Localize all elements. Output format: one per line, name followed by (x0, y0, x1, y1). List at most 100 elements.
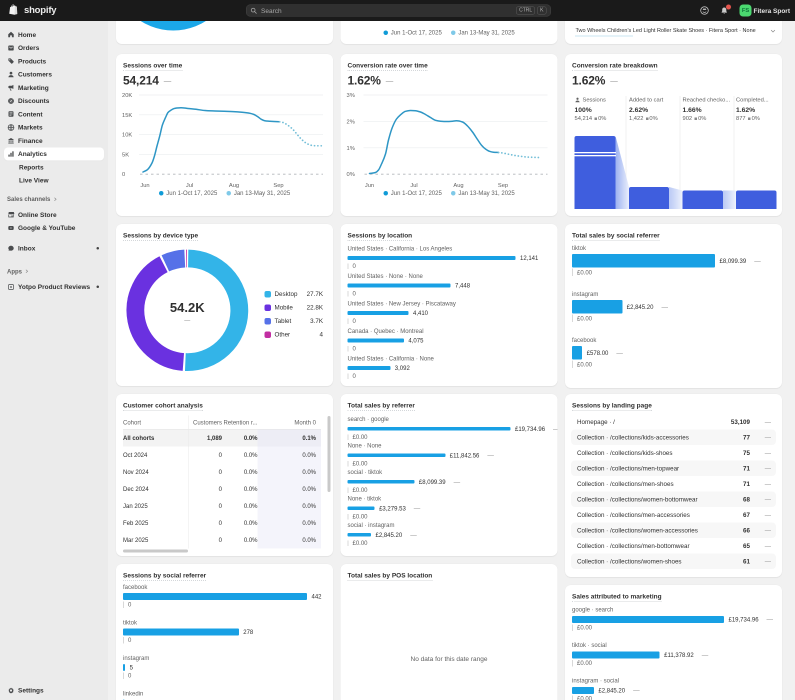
card-title[interactable]: Conversion rate breakdown (572, 61, 658, 71)
sidebar-item-reports[interactable]: Reports (4, 161, 104, 174)
sidebar-item-inbox[interactable]: Inbox (4, 242, 104, 255)
sidebar-section-apps[interactable]: Apps (4, 265, 104, 277)
notifications-button[interactable] (720, 3, 732, 15)
metric-value: 1.62% (347, 74, 381, 88)
svg-text:20K: 20K (122, 93, 132, 99)
card-title[interactable]: Total sales by POS location (347, 571, 433, 581)
vertical-scrollbar[interactable] (327, 416, 331, 492)
bar-group-facebook: facebook £578.00 — £0.00 (572, 336, 623, 368)
landing-row[interactable]: Collection · /collections/kids-shoes 75— (577, 449, 771, 457)
cohort-row[interactable]: Oct 2024 0 0.0% 0.0% (123, 446, 321, 464)
topbar-actions: FS Fitera Sport (700, 0, 790, 21)
sidebar-section-sales-channels[interactable]: Sales channels (4, 193, 104, 205)
card-title[interactable]: Customer cohort analysis (123, 401, 203, 411)
shopify-logo[interactable]: shopify (8, 0, 57, 21)
landing-row[interactable]: Collection · /collections/men-topwear 71— (571, 460, 776, 476)
store-menu[interactable]: FS Fitera Sport (739, 4, 790, 17)
landing-row[interactable]: Collection · /collections/men-shoes 71— (577, 480, 771, 488)
card-title[interactable]: Total sales by referrer (347, 401, 415, 411)
card-title[interactable]: Sessions by device type (123, 231, 199, 241)
card-title[interactable]: Sales attributed to marketing (572, 592, 662, 602)
gear-icon (7, 686, 15, 694)
landing-row[interactable]: Collection · /collections/women-bottomwe… (571, 491, 776, 507)
bar-group-social-tiktok: social · tiktok £8,099.39 — £0.00 (347, 468, 461, 494)
cohort-row[interactable]: Mar 2025 0 0.0% 0.0% (123, 531, 321, 549)
landing-row[interactable]: Collection · /collections/men-bottomwear… (577, 542, 771, 550)
card-conversion-breakdown: Conversion rate breakdown 1.62% — Session… (565, 54, 782, 216)
sidebar-item-customers[interactable]: Customers (4, 68, 104, 81)
bar-group-facebook: facebook 442 0 (123, 583, 322, 608)
admin-help-button[interactable] (700, 6, 709, 15)
sidebar-item-finance[interactable]: Finance (4, 134, 104, 147)
card-marketing-sales: Sales attributed to marketing google · s… (565, 585, 782, 700)
section-label: Sales channels (7, 195, 51, 203)
sidebar-item-home[interactable]: Home (4, 28, 104, 41)
legend-label-previous: Jan 13-May 31, 2025 (458, 29, 515, 36)
sidebar-item-discounts[interactable]: Discounts (4, 94, 104, 107)
cohort-row[interactable]: Dec 2024 0 0.0% 0.0% (123, 480, 321, 498)
bar-group-canada-quebec-montreal: Canada · Quebec · Montreal 4,075 0 (347, 327, 424, 352)
card-title[interactable]: Sessions over time (123, 61, 183, 71)
svg-text:Jul: Jul (410, 183, 417, 189)
sidebar-item-yotpo-product-reviews[interactable]: Yotpo Product Reviews (4, 280, 104, 293)
bar-group-united-states-none-none: United States · None · None 7,448 0 (347, 272, 471, 297)
metric-value: 54,214 (123, 74, 159, 88)
svg-text:10K: 10K (122, 133, 132, 139)
bar-group-united-states-california-los-angeles: United States · California · Los Angeles… (347, 245, 539, 270)
sidebar-item-content[interactable]: Content (4, 108, 104, 121)
legend-dot-current (383, 30, 388, 35)
home-icon (8, 31, 14, 38)
sidebar-item-label: Markets (18, 123, 43, 132)
cohort-row[interactable]: Jan 2025 0 0.0% 0.0% (123, 497, 321, 515)
card-title[interactable]: Sessions by landing page (572, 401, 652, 411)
card-title[interactable]: Total sales by social referrer (572, 231, 660, 241)
landing-row[interactable]: Collection · /collections/women-accessor… (571, 522, 776, 538)
chevron-right-icon (54, 197, 57, 201)
horizontal-scrollbar[interactable] (123, 549, 188, 553)
card-social-sales: Total sales by social referrer tiktok £8… (565, 224, 782, 388)
sidebar-item-label: Products (18, 57, 47, 65)
landing-row[interactable]: Collection · /collections/women-shoes 61— (571, 553, 776, 569)
sidebar-item-settings[interactable]: Settings (4, 684, 104, 697)
funnel-step: Added to cart 2.62% 1,422 0% (629, 97, 664, 122)
sidebar-item-marketing[interactable]: Marketing (4, 81, 104, 94)
landing-row[interactable]: Collection · /collections/men-accessorie… (577, 511, 771, 519)
sidebar-item-orders[interactable]: Orders (4, 41, 104, 54)
sidebar-item-google-youtube[interactable]: Google & YouTube (4, 221, 104, 234)
bar-group-united-states-new-jersey-piscataway: United States · New Jersey · Piscataway … (347, 300, 456, 325)
sidebar-item-label: Live View (19, 176, 49, 185)
card-title[interactable]: Sessions by social referrer (123, 571, 207, 581)
app-icon (8, 284, 14, 290)
notification-dot (96, 285, 99, 289)
cohort-row[interactable]: Nov 2024 0 0.0% 0.0% (123, 463, 321, 481)
donut-center-value: 54.2K (169, 300, 205, 315)
card-title[interactable]: Sessions by location (347, 231, 413, 241)
landing-row[interactable]: Homepage · /53,109— (577, 418, 771, 426)
analytics-icon (8, 151, 14, 157)
sidebar-item-analytics[interactable]: Analytics (4, 147, 104, 161)
sidebar-item-label: Finance (18, 136, 43, 145)
notification-badge (725, 3, 732, 10)
card-title[interactable]: Conversion rate over time (347, 61, 428, 71)
sidebar-item-live-view[interactable]: Live View (4, 174, 104, 187)
product-breakdown-title[interactable]: Two Wheels Children's Led Light Roller S… (575, 27, 756, 34)
landing-row[interactable]: Collection · /collections/kids-accessori… (571, 429, 776, 445)
svg-text:5K: 5K (122, 152, 129, 158)
analytics-dashboard: Jun 1-Oct 17, 2025 Jan 13-May 31, 2025 T… (108, 0, 795, 700)
shopify-wordmark: shopify (24, 5, 57, 16)
cohort-row[interactable]: Feb 2025 0 0.0% 0.0% (123, 514, 321, 532)
chevron-down-icon[interactable] (770, 28, 776, 34)
cohort-row[interactable]: All cohorts 1,089 0.0% 0.1% (123, 429, 321, 447)
sidebar-item-products[interactable]: Products (4, 55, 104, 68)
search-placeholder: Search (261, 6, 282, 15)
legend-item-other: Other 4 (264, 331, 323, 338)
card-sessions-over-time: Sessions over time 54,214 — 0 5K 10K 15K 20K J… (116, 54, 333, 216)
bar-group-tiktok: tiktok £8,099.39 — £0.00 (572, 244, 761, 276)
sidebar-item-markets[interactable]: Markets (4, 121, 104, 134)
search-input[interactable]: Search CTRL K (246, 4, 551, 17)
device-donut-chart (126, 249, 249, 371)
svg-text:15K: 15K (122, 113, 132, 119)
card-sessions-by-location: Sessions by location United States · Cal… (340, 224, 558, 386)
sidebar-item-online-store[interactable]: Online Store (4, 208, 104, 221)
metric-change: — (610, 76, 618, 86)
